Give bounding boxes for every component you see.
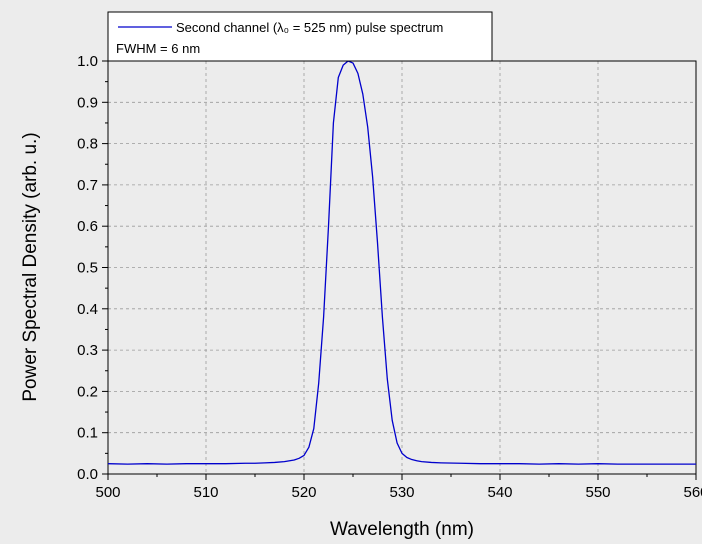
y-tick-label: 0.7: [77, 177, 98, 194]
legend: Second channel (λ₀ = 525 nm) pulse spect…: [107, 11, 493, 62]
grid: [108, 61, 696, 474]
y-tick-label: 0.8: [77, 136, 98, 153]
x-tick-labels: 500 510 520 530 540 550 560: [95, 484, 702, 501]
series-layer: [107, 60, 696, 465]
series-line-pulse-spectrum: [107, 60, 696, 465]
y-tick-label: 0.5: [77, 260, 98, 277]
y-tick-label: 1.0: [77, 53, 98, 70]
y-tick-label: 0.2: [77, 383, 98, 400]
x-tick-label: 530: [389, 484, 414, 501]
legend-note-fwhm: FWHM = 6 nm: [116, 41, 200, 56]
y-tick-labels: 0.0 0.1 0.2 0.3 0.4 0.5 0.6 0.7 0.8 0.9 1.0: [77, 53, 98, 483]
y-tick-label: 0.3: [77, 342, 98, 359]
x-tick-label: 510: [193, 484, 218, 501]
x-tick-label: 540: [487, 484, 512, 501]
axis-ticks: [102, 60, 697, 480]
y-tick-label: 0.6: [77, 218, 98, 235]
x-tick-label: 520: [291, 484, 316, 501]
y-tick-label: 0.9: [77, 94, 98, 111]
legend-entry-label: Second channel (λ₀ = 525 nm) pulse spect…: [176, 20, 443, 35]
legend-box: [107, 11, 493, 62]
x-axis-title: Wavelength (nm): [330, 519, 474, 540]
x-tick-label: 560: [683, 484, 702, 501]
y-tick-label: 0.0: [77, 466, 98, 483]
x-tick-label: 500: [95, 484, 120, 501]
y-tick-label: 0.4: [77, 301, 98, 318]
y-axis-title: Power Spectral Density (arb. u.): [20, 132, 41, 401]
x-tick-label: 550: [585, 484, 610, 501]
y-tick-label: 0.1: [77, 425, 98, 442]
